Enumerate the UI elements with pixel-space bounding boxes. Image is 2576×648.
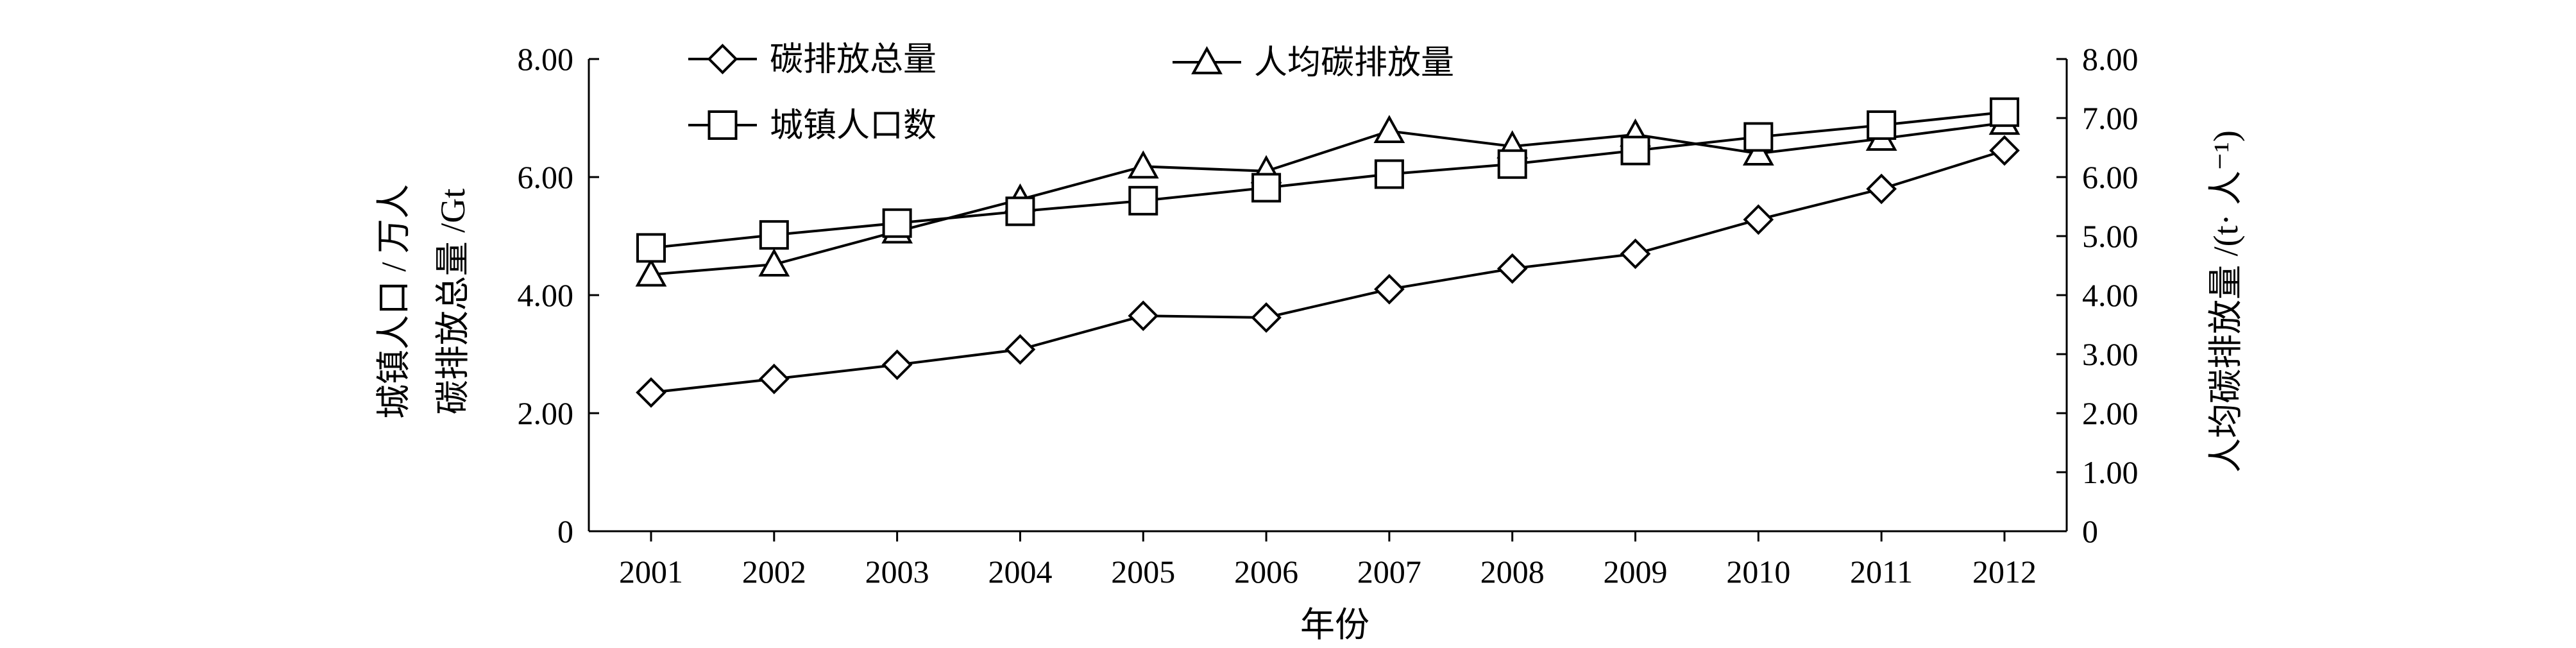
- data-point-square: [1374, 159, 1404, 189]
- data-point-diamond: [636, 377, 666, 408]
- data-point-triangle: [758, 248, 790, 277]
- x-tick-label: 2007: [1357, 554, 1421, 590]
- y-tick-label-left: 8.00: [518, 41, 574, 77]
- data-point-diamond: [1374, 273, 1405, 305]
- series-line-square: [650, 110, 2005, 250]
- x-axis-title: 年份: [1300, 606, 1369, 644]
- y-axis-title-right: 人均碳排放量 /(t· 人⁻¹): [2207, 130, 2245, 473]
- legend-label: 城镇人口数: [770, 108, 936, 144]
- x-tick-label: 2012: [1972, 554, 2037, 590]
- series-line-triangle: [650, 121, 2005, 276]
- data-point-square: [1867, 110, 1897, 141]
- series-layer: [635, 97, 2021, 408]
- series-diamond: [636, 135, 2020, 408]
- y-tick-label-right: 3.00: [2082, 336, 2139, 372]
- data-point-square: [1743, 122, 1774, 152]
- x-tick-label: 2004: [988, 554, 1052, 590]
- data-point-diamond: [1620, 238, 1651, 269]
- y-tick-label-left: 6.00: [518, 159, 574, 195]
- x-tick-label: 2001: [619, 554, 683, 590]
- data-point-triangle: [1373, 115, 1405, 144]
- data-point-diamond: [1989, 135, 2020, 166]
- y-tick-label-right: 4.00: [2082, 277, 2139, 313]
- series-square: [636, 97, 2019, 263]
- y-tick-label-left: 2.00: [518, 395, 574, 431]
- x-tick-label: 2009: [1604, 554, 1668, 590]
- data-point-triangle: [1127, 150, 1159, 179]
- y-axis-title-left-2: 碳排放总量 /Gt: [434, 189, 472, 415]
- legend-label: 人均碳排放量: [1254, 45, 1454, 81]
- axes: 0 2.00 4.00 6.00 8.00 0 1.00 2.00 3.00 4.00 5.00 6.…: [518, 41, 2139, 590]
- y-tick-label-left: 4.00: [518, 277, 574, 313]
- y-tick-label-right: 1.00: [2082, 454, 2139, 490]
- data-point-triangle: [635, 258, 667, 287]
- data-point-diamond: [1251, 302, 1282, 333]
- x-tick-label: 2011: [1850, 554, 1913, 590]
- legend-marker-square: [708, 110, 738, 140]
- data-point-diamond: [1496, 253, 1528, 284]
- data-point-triangle: [1742, 137, 1774, 166]
- y-tick-label-right: 7.00: [2082, 100, 2139, 136]
- legend-item-square: 城镇人口数: [688, 108, 936, 144]
- data-point-square: [1620, 135, 1650, 166]
- x-tick-label: 2010: [1726, 554, 1790, 590]
- x-tick-label: 2006: [1234, 554, 1298, 590]
- y-tick-label-left: 0: [557, 513, 573, 549]
- data-point-diamond: [1743, 204, 1774, 235]
- data-point-diamond: [758, 363, 790, 395]
- y-tick-label-right: 8.00: [2082, 41, 2139, 77]
- y-tick-label-right: 6.00: [2082, 159, 2139, 195]
- legend-marker-triangle: [1191, 46, 1223, 74]
- data-point-diamond: [1004, 334, 1036, 365]
- data-point-diamond: [881, 349, 913, 380]
- legend-label: 碳排放总量: [770, 42, 936, 78]
- data-point-diamond: [1866, 173, 1897, 205]
- data-point-square: [1990, 97, 2019, 127]
- data-point-square: [1497, 149, 1527, 179]
- x-tick-label: 2002: [742, 554, 806, 590]
- y-axis-title-left-1: 城镇人口 / 万人: [375, 184, 413, 419]
- y-tick-label-right: 0: [2082, 513, 2098, 549]
- series-line-diamond: [650, 149, 2005, 394]
- data-point-diamond: [1128, 300, 1159, 332]
- data-point-square: [1251, 173, 1282, 203]
- legend-marker-diamond: [707, 44, 738, 74]
- data-point-square: [1128, 185, 1158, 216]
- x-tick-label: 2008: [1480, 554, 1545, 590]
- legend-item-triangle: 人均碳排放量: [1173, 45, 1454, 81]
- x-tick-label: 2003: [865, 554, 929, 590]
- y-tick-label-right: 2.00: [2082, 395, 2139, 431]
- data-point-square: [636, 233, 666, 263]
- data-point-square: [882, 208, 912, 238]
- y-tick-label-right: 5.00: [2082, 218, 2139, 254]
- x-tick-label: 2005: [1111, 554, 1175, 590]
- data-point-square: [1005, 196, 1035, 226]
- data-point-square: [759, 220, 789, 250]
- legend-item-diamond: 碳排放总量: [688, 42, 936, 78]
